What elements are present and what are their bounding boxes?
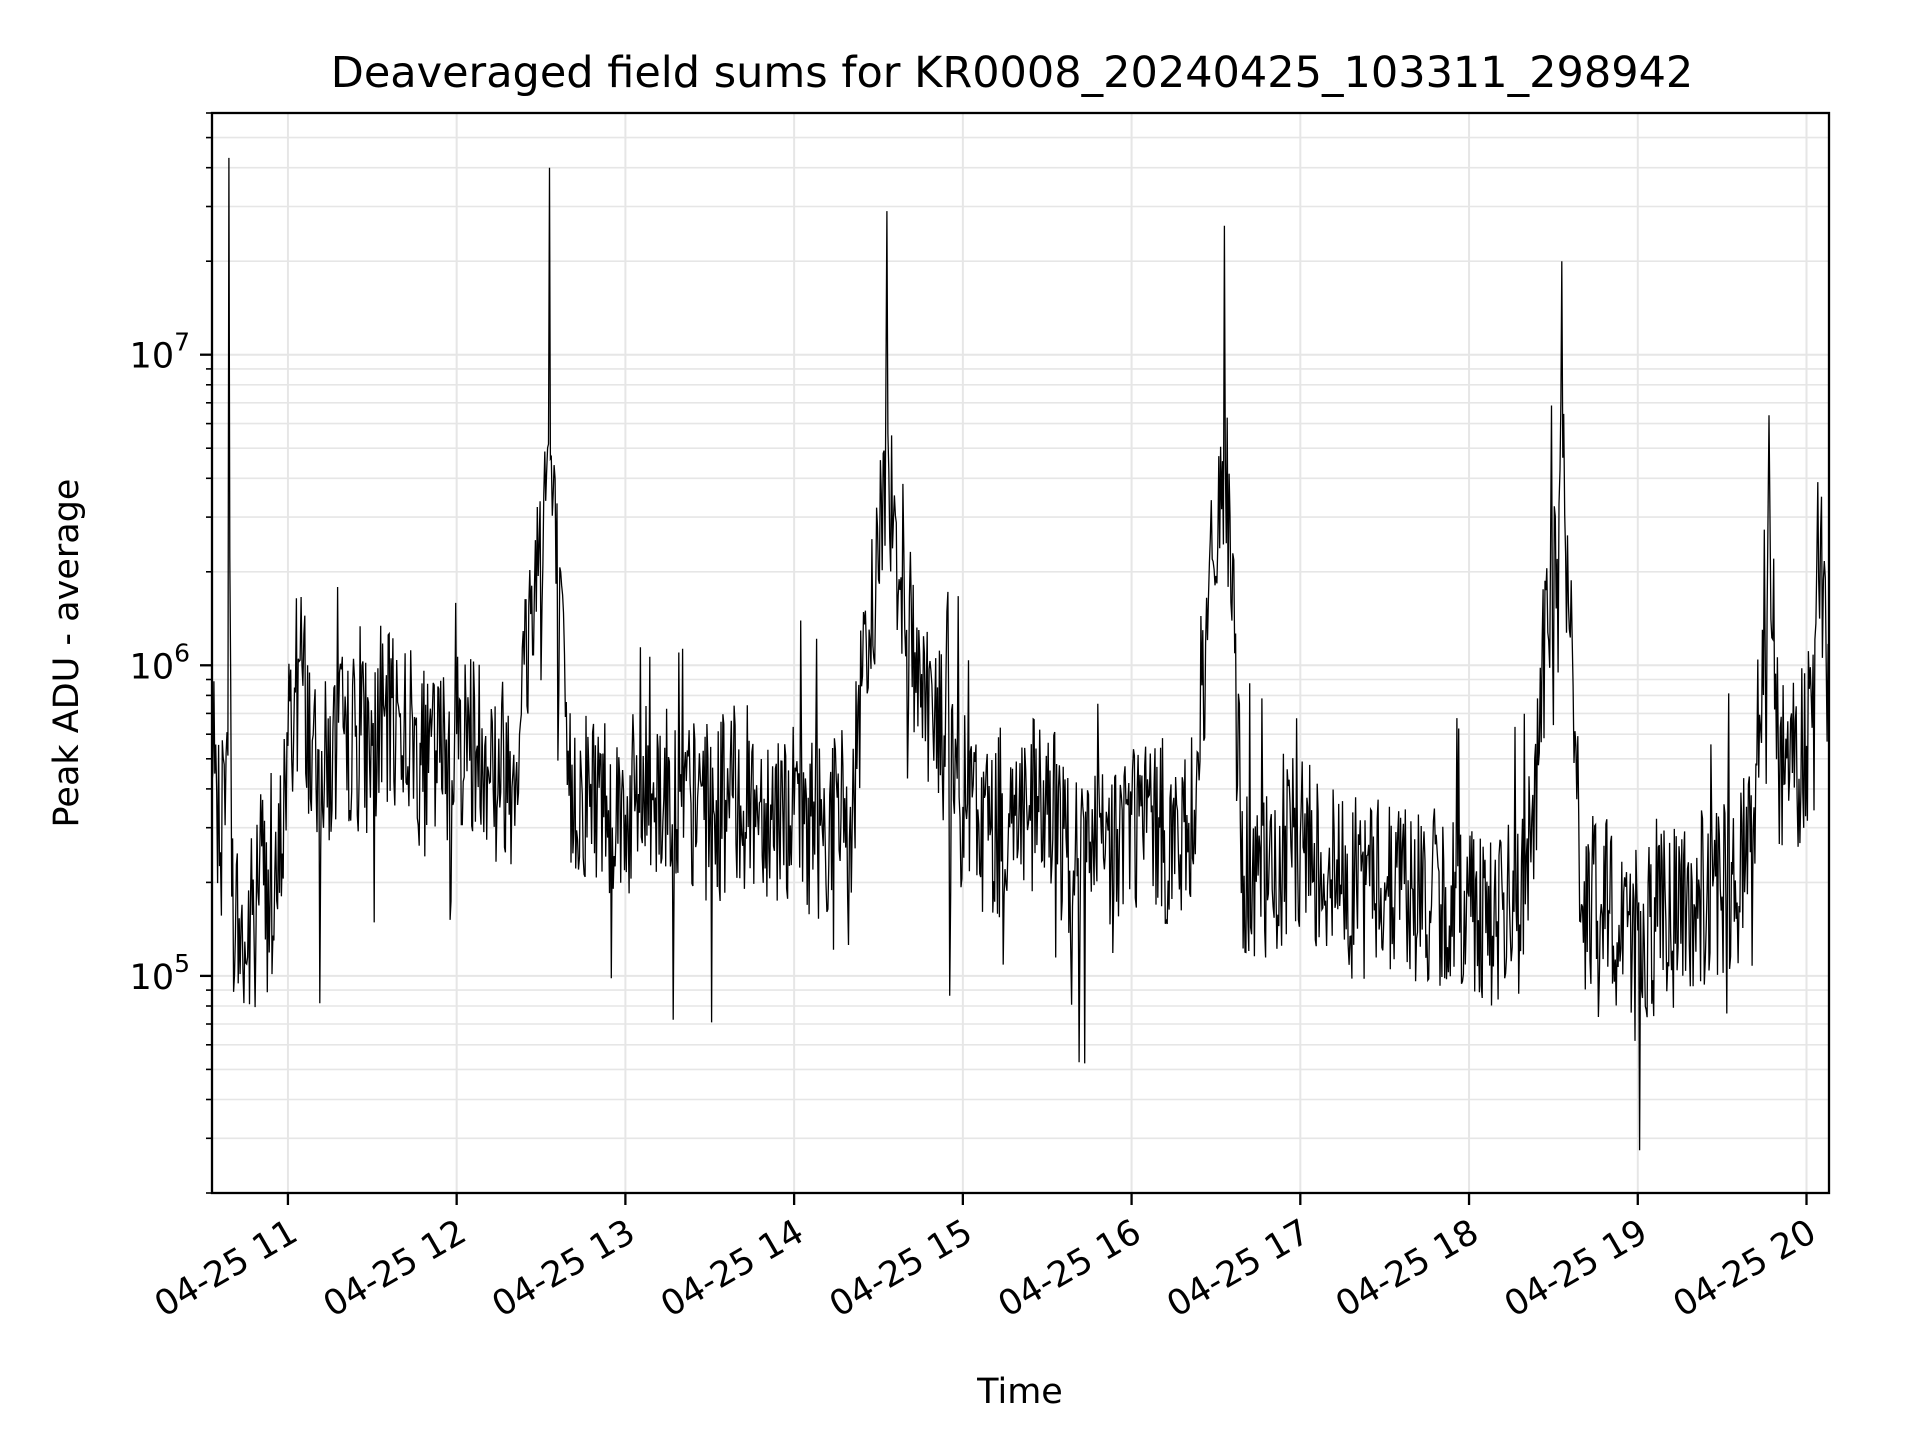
series-line	[212, 157, 1829, 1151]
series-layer	[212, 157, 1829, 1151]
chart-title: Deaveraged field sums for KR0008_2024042…	[331, 48, 1694, 98]
y-axis-label: Peak ADU - average	[47, 479, 87, 828]
y-tick-label: 106	[130, 638, 190, 687]
y-tick-layer: 105 106 107	[130, 112, 212, 1194]
y-tick-label: 105	[130, 949, 190, 998]
plot-frame	[210, 111, 1831, 1195]
x-axis-label: Time	[976, 1372, 1063, 1412]
y-tick-label: 107	[130, 328, 190, 377]
